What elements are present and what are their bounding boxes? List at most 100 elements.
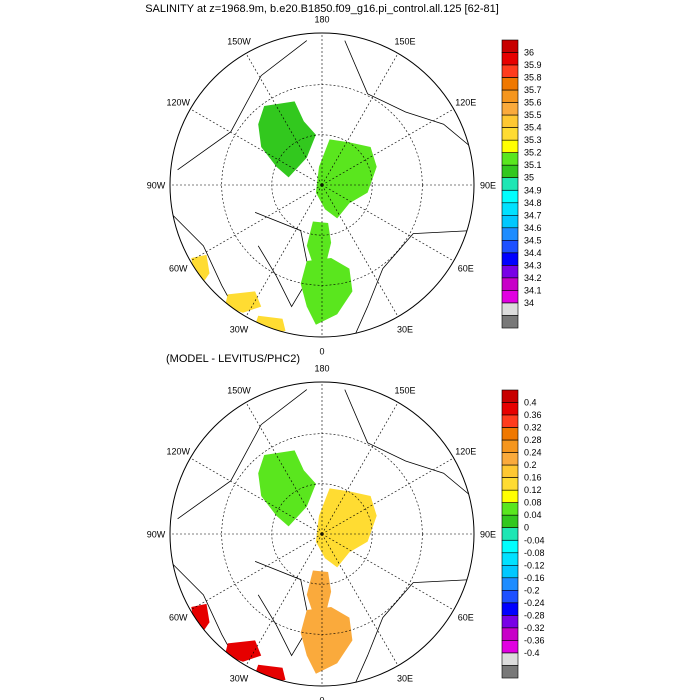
coastline — [355, 230, 472, 335]
colorbar-label: 0.36 — [524, 410, 542, 420]
longitude-label: 30E — [397, 324, 413, 334]
colorbar-label: 34.6 — [524, 223, 542, 233]
meridian-line — [190, 108, 323, 186]
longitude-label: 60W — [169, 264, 188, 274]
colorbar-label: 34.9 — [524, 185, 542, 195]
colorbar-label: 35.9 — [524, 60, 542, 70]
longitude-label: 30W — [230, 324, 249, 334]
meridian-line — [245, 184, 323, 317]
colorbar-box — [501, 477, 519, 491]
region-irminger-sea — [224, 291, 262, 313]
meridian-line — [190, 184, 323, 262]
coastline — [355, 579, 472, 684]
parallel-circle — [221, 433, 423, 635]
colorbar-box — [501, 502, 519, 516]
colorbar-box — [501, 665, 519, 679]
panel-2: (MODEL - LEVITUS/PHC2) 180 150E 120E 90E 60E 3… — [147, 353, 545, 700]
meridian-line — [321, 402, 399, 535]
colorbar-label: 34.8 — [524, 198, 542, 208]
colorbar-box — [501, 402, 519, 416]
colorbar-box — [501, 589, 519, 604]
colorbar-label: 35.5 — [524, 110, 542, 120]
region-canada-basin — [258, 101, 316, 178]
colorbar-box — [501, 164, 519, 179]
colorbar-label: 35.4 — [524, 123, 542, 133]
longitude-label: 150E — [394, 37, 415, 47]
colorbar-label: 0.08 — [524, 498, 542, 508]
panel-title: (MODEL - LEVITUS/PHC2) — [166, 353, 300, 365]
longitude-label: 180 — [314, 364, 329, 374]
colorbar-box — [501, 514, 519, 529]
colorbar-box — [501, 615, 519, 629]
colorbar-label: 35.6 — [524, 98, 542, 108]
colorbar-box — [501, 464, 519, 478]
coastline — [344, 40, 472, 148]
colorbar-label: -0.12 — [524, 560, 545, 570]
meridian-line — [245, 533, 323, 666]
colorbar-label: 34.4 — [524, 248, 542, 258]
colorbar-box — [501, 652, 519, 666]
colorbar-label: -0.32 — [524, 623, 545, 633]
longitude-label: 60W — [169, 613, 188, 623]
coastline — [254, 212, 311, 308]
meridian-line — [321, 53, 399, 186]
longitude-label: 30W — [230, 673, 249, 683]
colorbar-box — [501, 414, 519, 428]
colorbar-label: 35.2 — [524, 148, 542, 158]
colorbar-label: 34 — [524, 298, 534, 308]
longitude-label: 90W — [147, 181, 166, 191]
colorbar-box — [501, 389, 519, 403]
longitude-label: 150E — [394, 386, 415, 396]
colorbar-label: -0.36 — [524, 635, 545, 645]
colorbar-box — [501, 439, 519, 453]
coastline — [254, 561, 311, 657]
colorbar-label: -0.28 — [524, 610, 545, 620]
meridian-line — [245, 402, 323, 535]
colorbar-box — [501, 89, 519, 103]
colorbar-label: 35.1 — [524, 160, 542, 170]
colorbar-label: 0.04 — [524, 510, 542, 520]
meridian-line — [245, 53, 323, 186]
colorbar-box — [501, 77, 519, 91]
colorbar-label: 0.28 — [524, 435, 542, 445]
region-fram-strait — [306, 570, 332, 613]
colorbar-box — [501, 640, 519, 654]
colorbar-box — [501, 139, 519, 154]
longitude-label: 150W — [227, 386, 251, 396]
region-canada-basin — [258, 450, 316, 527]
colorbar-label: 0.4 — [524, 398, 537, 408]
coastline — [344, 389, 472, 497]
panel-title: SALINITY at z=1968.9m, b.e20.B1850.f09_g… — [145, 3, 499, 15]
colorbar-box — [501, 277, 519, 291]
colorbar-box — [501, 452, 519, 466]
map-border — [169, 32, 475, 338]
parallel-circle — [271, 483, 373, 585]
colorbar-box — [501, 252, 519, 266]
colorbar-label: 0.24 — [524, 448, 542, 458]
colorbar-box — [501, 240, 519, 254]
colorbar-box — [501, 302, 519, 316]
colorbar-box — [501, 539, 519, 554]
longitude-label: 120W — [166, 447, 190, 457]
longitude-label: 150W — [227, 37, 251, 47]
colorbar-box — [501, 265, 519, 279]
colorbar-label: -0.08 — [524, 548, 545, 558]
region-norwegian-sea — [300, 258, 353, 325]
region-eurasian-basin — [315, 488, 377, 568]
colorbar: 0.4 0.36 0.32 0.28 0.24 0.2 0.16 0.12 0.08 0.04 0 -… — [501, 389, 545, 679]
panel-1: SALINITY at z=1968.9m, b.e20.B1850.f09_g… — [145, 3, 541, 357]
colorbar-label: 34.1 — [524, 285, 542, 295]
colorbar-box — [501, 114, 519, 128]
colorbar-box — [501, 152, 519, 166]
longitude-label: 0 — [319, 696, 324, 700]
colorbar-box — [501, 127, 519, 141]
colorbar-box — [501, 489, 519, 504]
meridian-line — [190, 533, 323, 611]
map-content — [170, 33, 474, 337]
parallel-circle — [271, 134, 373, 236]
colorbar-label: 34.2 — [524, 273, 542, 283]
longitude-label: 60E — [458, 264, 474, 274]
region-norwegian-sea — [300, 607, 353, 674]
colorbar-label: -0.2 — [524, 585, 540, 595]
coastline — [177, 40, 308, 171]
